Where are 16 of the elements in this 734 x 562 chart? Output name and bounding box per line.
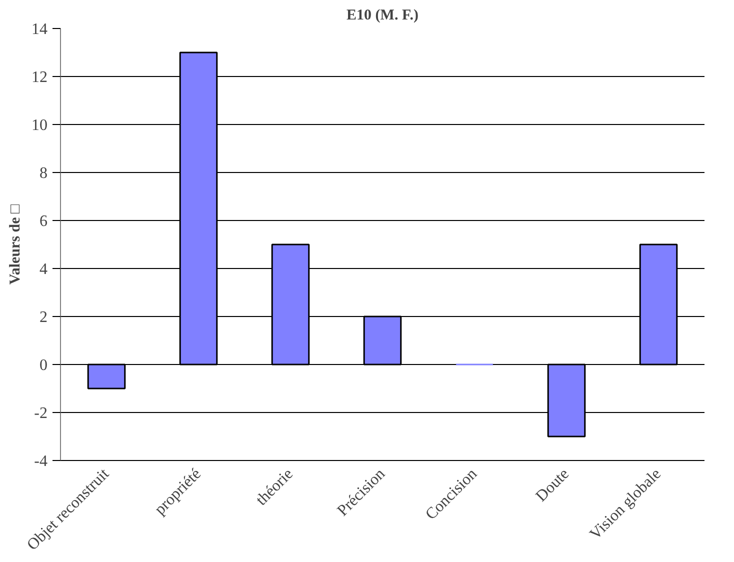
bar	[271, 244, 310, 366]
y-tick-label: 0	[40, 357, 48, 374]
bar	[639, 244, 678, 366]
y-tick-label: 8	[40, 165, 48, 182]
y-tick-label: 14	[32, 21, 48, 38]
y-tick-label: 4	[40, 261, 48, 278]
bar	[87, 364, 126, 390]
y-tick-label: -4	[34, 453, 48, 470]
chart-title: E10 (M. F.)	[346, 8, 418, 24]
y-tick-label: 10	[32, 117, 48, 134]
y-tick-label: 12	[32, 69, 48, 86]
y-tick-label: 6	[40, 213, 48, 230]
y-axis-title: Valeurs de □	[8, 203, 24, 285]
y-tick-label: -2	[34, 405, 48, 422]
y-tick-label: 2	[40, 309, 48, 326]
bar	[363, 316, 402, 366]
